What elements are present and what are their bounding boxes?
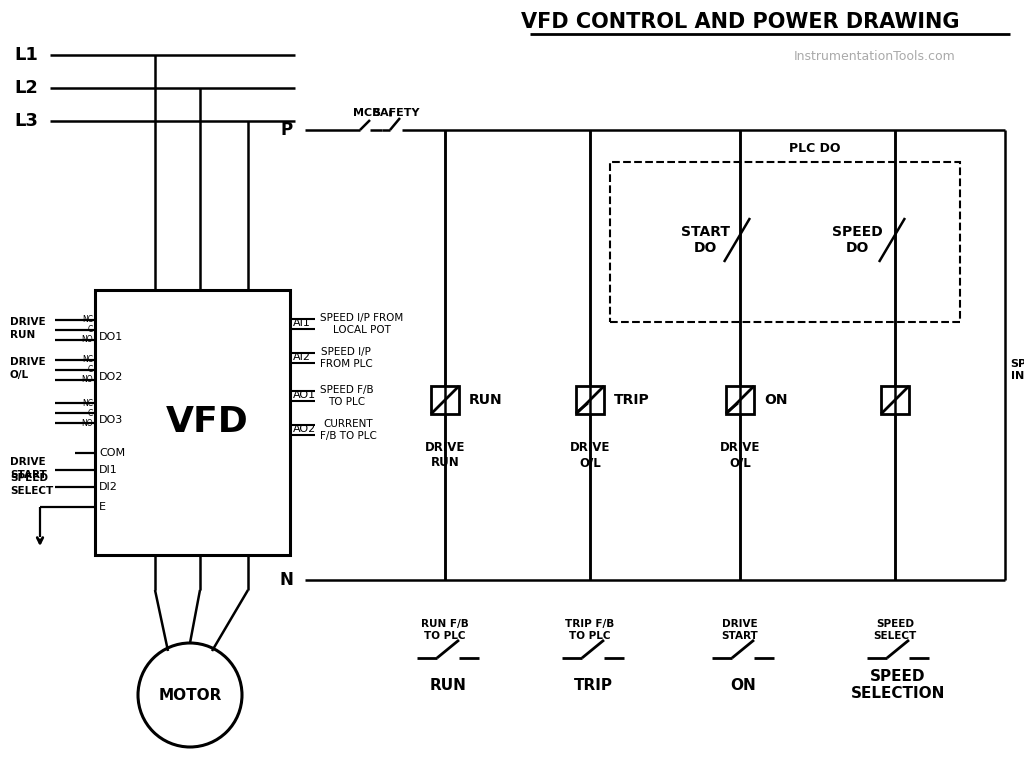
Bar: [95, 290, 290, 555]
Text: DRIVE: DRIVE: [10, 357, 46, 367]
Text: DRIVE
START: DRIVE START: [722, 619, 759, 641]
Text: InstrumentationTools.com: InstrumentationTools.com: [795, 51, 955, 64]
Text: ON: ON: [730, 677, 756, 692]
Text: START: START: [10, 470, 47, 480]
Text: N: N: [280, 571, 293, 589]
Text: SPEED
INPUT: SPEED INPUT: [1010, 359, 1024, 381]
Text: SPEED
SELECT: SPEED SELECT: [873, 619, 916, 641]
Text: L3: L3: [14, 112, 38, 130]
Text: DO1: DO1: [99, 332, 123, 342]
Text: NO: NO: [81, 336, 93, 345]
Text: SELECT: SELECT: [10, 486, 53, 496]
Text: COM: COM: [99, 448, 125, 458]
Text: DO3: DO3: [99, 415, 123, 425]
Text: MCB: MCB: [353, 108, 381, 118]
Text: SPEED F/B
TO PLC: SPEED F/B TO PLC: [319, 385, 374, 407]
Text: AO2: AO2: [293, 424, 316, 434]
Text: RUN: RUN: [429, 677, 467, 692]
Text: P: P: [281, 121, 293, 139]
Text: DO2: DO2: [99, 372, 123, 382]
Text: SPEED: SPEED: [10, 473, 48, 483]
Text: CURRENT
F/B TO PLC: CURRENT F/B TO PLC: [319, 419, 377, 440]
Text: NO: NO: [81, 418, 93, 427]
Text: AO1: AO1: [293, 390, 316, 400]
Text: SAFETY: SAFETY: [373, 108, 420, 118]
Text: RUN F/B
TO PLC: RUN F/B TO PLC: [421, 619, 469, 641]
Text: MOTOR: MOTOR: [159, 688, 221, 702]
Text: SPEED
DO: SPEED DO: [831, 225, 883, 255]
Text: DI2: DI2: [99, 482, 118, 492]
Text: SPEED
SELECTION: SPEED SELECTION: [851, 669, 945, 701]
Bar: [431, 386, 459, 414]
Text: C: C: [88, 408, 93, 417]
Text: L1: L1: [14, 46, 38, 64]
Bar: [610, 162, 961, 322]
Text: TRIP F/B
TO PLC: TRIP F/B TO PLC: [565, 619, 614, 641]
Text: VFD: VFD: [166, 405, 249, 439]
Text: VFD CONTROL AND POWER DRAWING: VFD CONTROL AND POWER DRAWING: [521, 12, 959, 32]
Text: NC: NC: [82, 355, 93, 365]
Text: NO: NO: [81, 375, 93, 385]
Text: START
DO: START DO: [681, 225, 729, 255]
Text: O/L: O/L: [10, 370, 29, 380]
Text: C: C: [88, 326, 93, 335]
Bar: [726, 386, 754, 414]
Text: DRIVE: DRIVE: [10, 317, 46, 327]
Text: DRIVE: DRIVE: [10, 457, 46, 467]
Bar: [575, 386, 604, 414]
Text: SPEED I/P
FROM PLC: SPEED I/P FROM PLC: [319, 347, 373, 368]
Text: TRIP: TRIP: [573, 677, 612, 692]
Bar: [881, 386, 909, 414]
Text: TRIP: TRIP: [614, 393, 650, 407]
Text: RUN: RUN: [10, 330, 35, 340]
Text: DI1: DI1: [99, 465, 118, 475]
Text: NC: NC: [82, 398, 93, 408]
Text: DRIVE
RUN: DRIVE RUN: [425, 441, 465, 469]
Text: ON: ON: [764, 393, 787, 407]
Text: NC: NC: [82, 316, 93, 325]
Text: AI1: AI1: [293, 318, 311, 328]
Text: DRIVE
O/L: DRIVE O/L: [569, 441, 610, 469]
Text: C: C: [88, 365, 93, 375]
Text: E: E: [99, 502, 106, 512]
Text: SPEED I/P FROM
LOCAL POT: SPEED I/P FROM LOCAL POT: [319, 313, 403, 335]
Text: RUN: RUN: [469, 393, 503, 407]
Text: L2: L2: [14, 79, 38, 97]
Text: DRIVE
O/L: DRIVE O/L: [720, 441, 760, 469]
Text: PLC DO: PLC DO: [790, 142, 841, 155]
Text: AI2: AI2: [293, 352, 311, 362]
